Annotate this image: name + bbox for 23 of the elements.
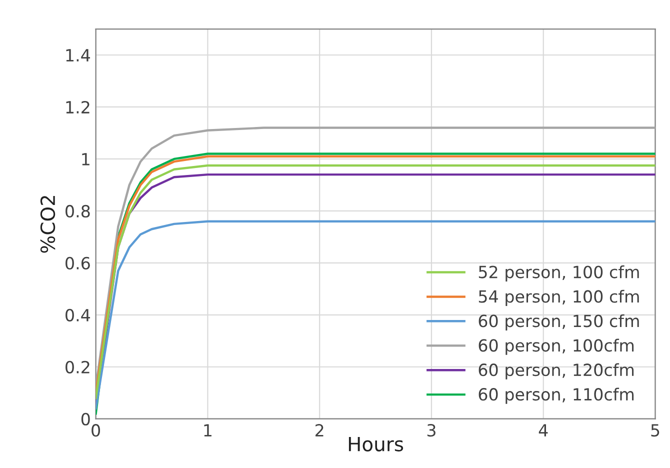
legend-label: 54 person, 100 cfm [478, 290, 639, 306]
x-tick-label: 1 [204, 424, 212, 436]
legend-label: 60 person, 110cfm [478, 388, 634, 404]
y-tick-label: 1 [82, 153, 90, 166]
legend-label: 60 person, 120cfm [478, 363, 634, 380]
y-tick-label: 0.6 [66, 256, 90, 270]
x-tick-label: 5 [651, 424, 660, 437]
y-tick-label: 0.8 [66, 204, 90, 218]
y-axis-title: %CO2 [40, 196, 56, 253]
y-tick-label: 0 [81, 412, 90, 426]
x-tick-label: 3 [427, 424, 436, 437]
legend-label: 60 person, 150 cfm [478, 314, 639, 330]
x-tick-label: 4 [538, 424, 548, 436]
legend-label: 52 person, 100 cfm [478, 265, 639, 282]
y-tick-label: 1.4 [66, 49, 90, 62]
legend-label: 60 person, 100cfm [478, 338, 634, 355]
y-tick-label: 1.2 [66, 100, 90, 114]
y-tick-label: 0.2 [66, 360, 90, 374]
x-tick-label: 2 [316, 424, 324, 436]
y-tick-label: 0.4 [66, 308, 90, 322]
x-tick-label: 0 [92, 424, 100, 437]
line-series [96, 220, 656, 410]
x-axis-title: Hours [348, 437, 404, 452]
